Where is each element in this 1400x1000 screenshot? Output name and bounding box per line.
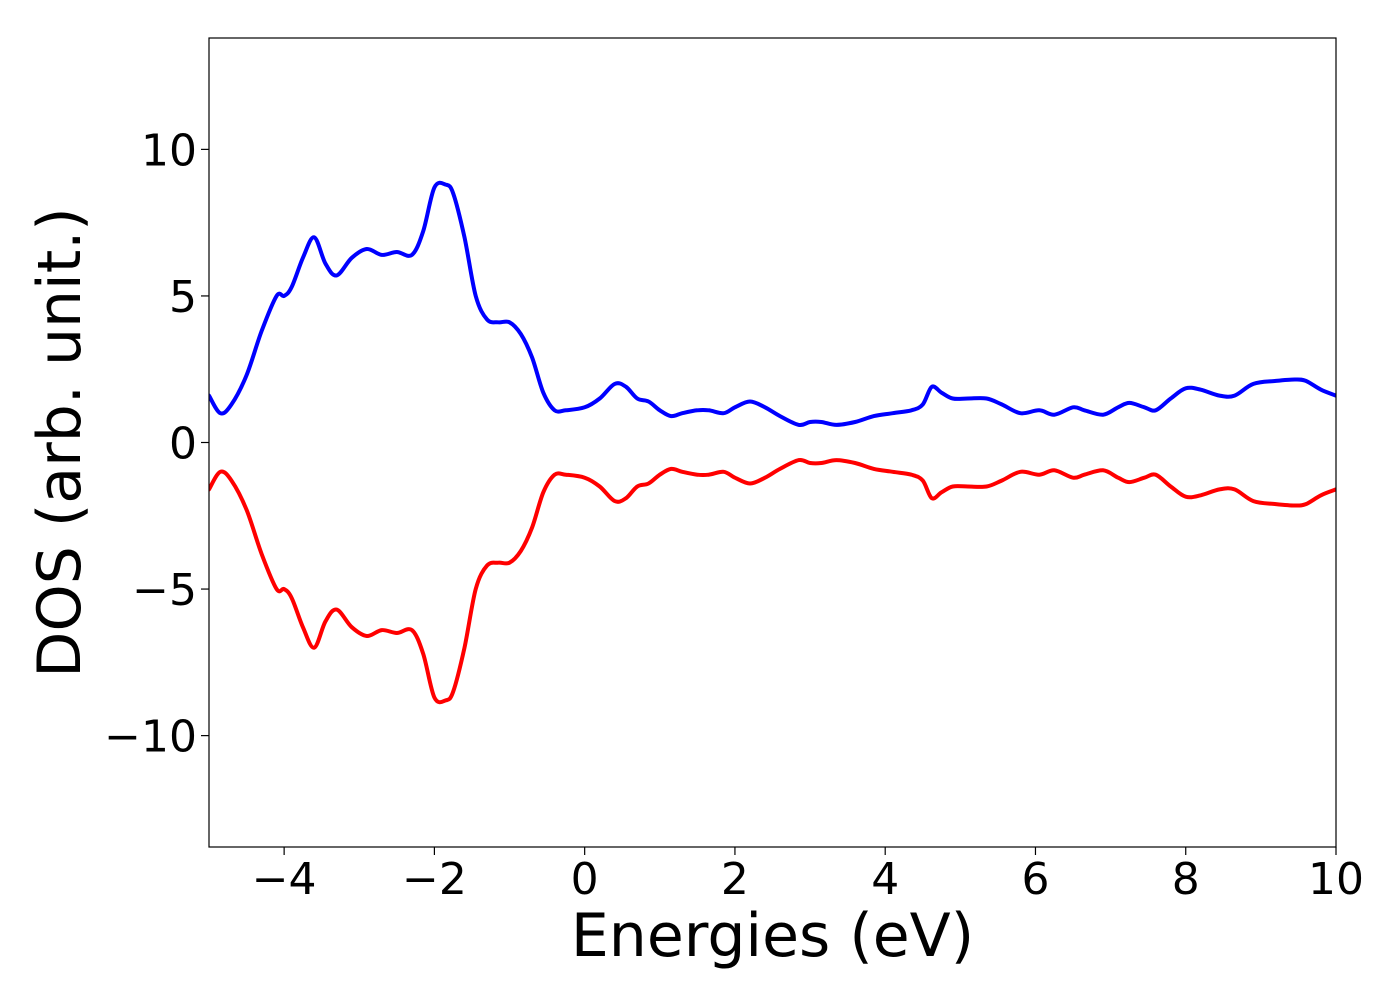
- y-tick-label: −10: [104, 712, 197, 763]
- y-tick-label: 0: [169, 419, 197, 470]
- x-tick-label: 0: [571, 854, 599, 905]
- series-line-1: [209, 180, 1336, 428]
- plot-frame: [208, 37, 1337, 848]
- x-tick-label: 8: [1172, 854, 1200, 905]
- y-tick-label: 10: [141, 125, 197, 176]
- series-line-2: [209, 457, 1336, 705]
- y-tick-label: −5: [132, 565, 197, 616]
- x-tick-label: 4: [871, 854, 899, 905]
- x-tick-label: −4: [252, 854, 317, 905]
- x-tick-label: 10: [1308, 854, 1364, 905]
- x-axis-title: Energies (eV): [571, 901, 974, 971]
- y-axis-ticks: 10 5 0 −5 −10: [104, 125, 209, 763]
- y-tick-label: 5: [169, 272, 197, 323]
- x-tick-label: −2: [402, 854, 467, 905]
- x-tick-label: 2: [721, 854, 749, 905]
- series-layer: [209, 180, 1336, 705]
- x-tick-label: 6: [1021, 854, 1049, 905]
- y-axis-title: DOS (arb. unit.): [25, 207, 95, 677]
- x-axis-ticks: −4 −2 0 2 4 6 8 10: [252, 847, 1364, 905]
